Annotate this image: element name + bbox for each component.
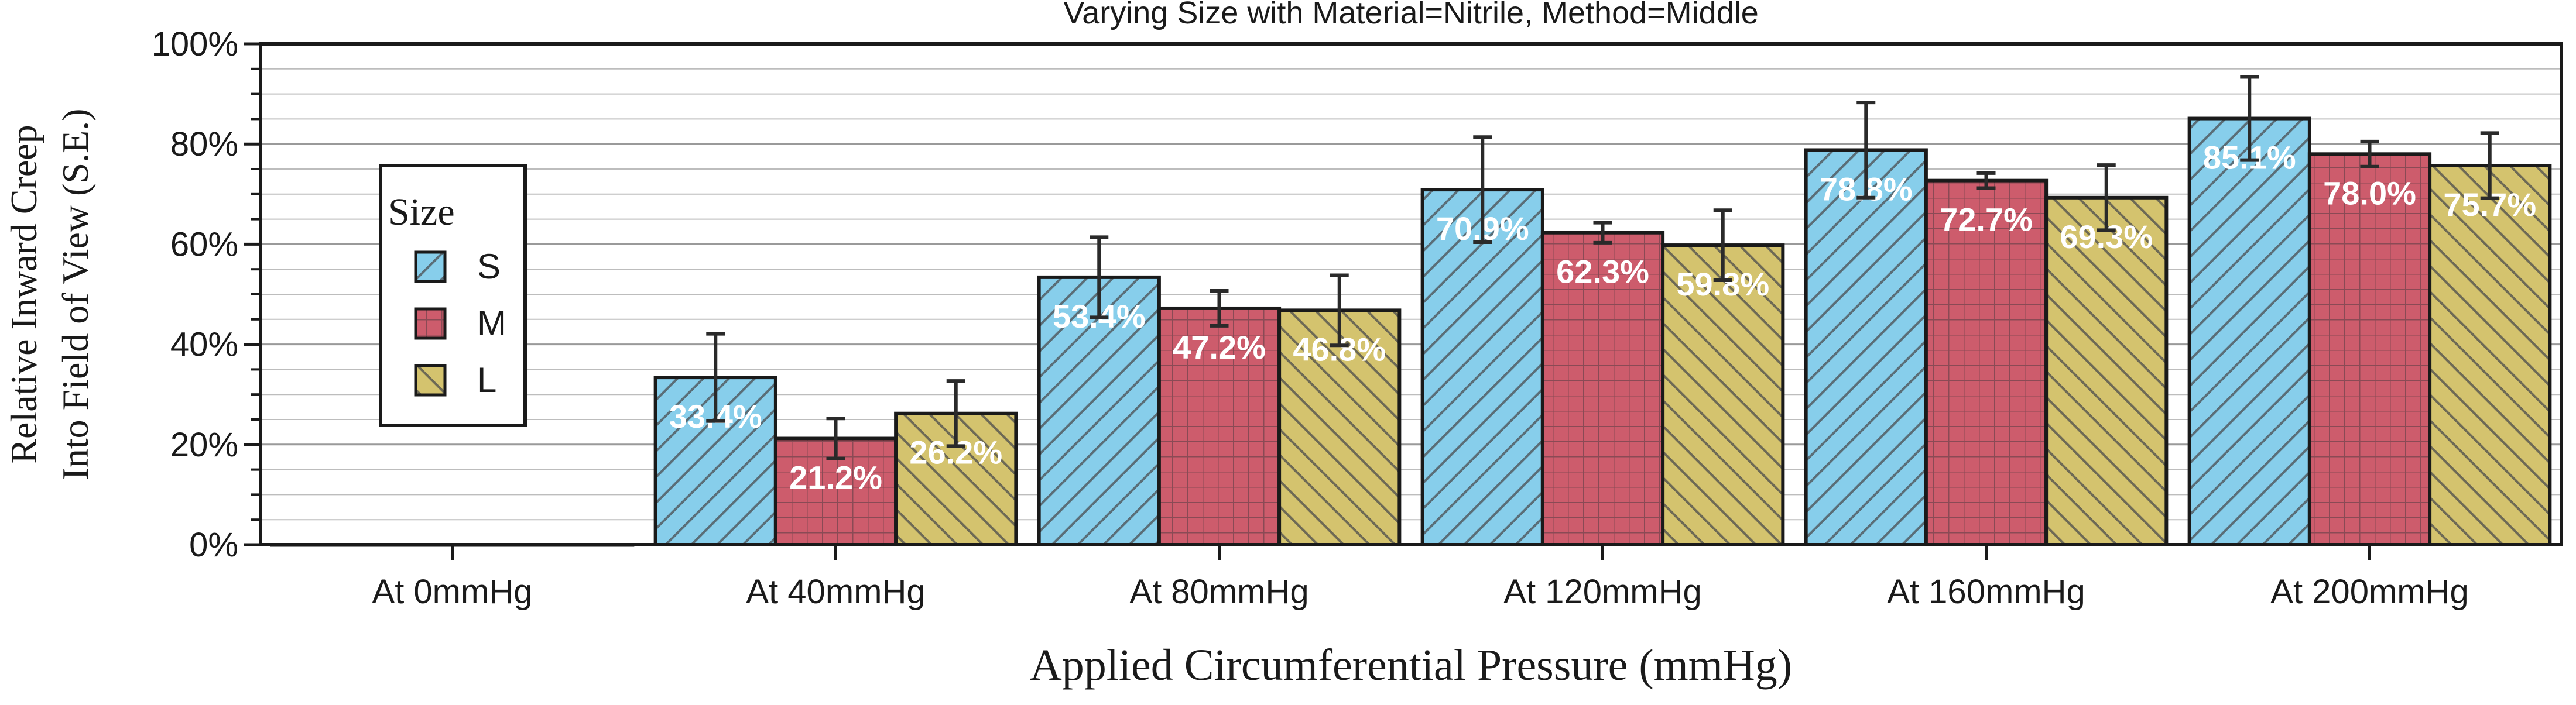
y-tick-label: 100% (152, 25, 238, 63)
bar-m-2 (1157, 306, 1282, 547)
bar-s-4 (1804, 148, 1928, 546)
y-tick-label: 20% (170, 426, 238, 464)
x-tick-label: At 0mmHg (372, 573, 533, 611)
legend-entry-s: S (414, 247, 501, 286)
bar-label: 62.3% (1556, 253, 1649, 290)
bar-label: 47.2% (1173, 329, 1266, 366)
legend-entry-m: M (414, 304, 506, 343)
y-tick-label: 80% (170, 125, 238, 163)
legend-label-l: L (477, 360, 496, 400)
error-bars-layer (706, 75, 2499, 460)
x-tick-label: At 80mmHg (1129, 573, 1308, 611)
bar-label: 78.0% (2323, 174, 2416, 211)
y-tick-label: 60% (170, 225, 238, 263)
x-tick-label: At 40mmHg (746, 573, 925, 611)
chart-title: Varying Size with Material=Nitrile, Meth… (1063, 0, 1759, 30)
bar-s-5 (2187, 116, 2311, 546)
legend-label-m: M (477, 304, 506, 343)
x-tick-label: At 160mmHg (1887, 573, 2085, 611)
x-axis: At 0mmHg At 40mmHg At 80mmHg At 120mmHg At 1… (372, 545, 2469, 611)
y-axis-title-line-2: Into Field of View (S.E.) (54, 109, 96, 480)
legend-swatch-s (414, 250, 447, 283)
x-tick-label: At 120mmHg (1503, 573, 1701, 611)
legend-box (379, 164, 527, 427)
x-axis-title: Applied Circumferential Pressure (mmHg) (1030, 641, 1792, 690)
legend-title: Size (388, 191, 455, 233)
bar-l-5 (2428, 164, 2552, 546)
bar-l-3 (1661, 243, 1785, 546)
y-axis-title-line-1: Relative Inward Creep (3, 125, 44, 463)
legend-entry-l: L (414, 360, 496, 400)
legend-swatch-m (414, 307, 447, 340)
y-tick-label: 40% (170, 326, 238, 364)
legend-swatch-l (414, 364, 447, 397)
bar-l-2 (1277, 308, 1402, 547)
y-axis: 0% 20% 40% 60% 80% 100% (152, 25, 261, 564)
legend: Size S M L (379, 164, 527, 427)
bar-label: 72.7% (1940, 201, 2033, 238)
x-tick-label: At 200mmHg (2270, 573, 2468, 611)
bars-layer (270, 116, 2552, 547)
grid-layer (261, 68, 2561, 521)
bar-m-5 (2307, 152, 2432, 546)
y-tick-label: 0% (189, 526, 238, 564)
bar-label: 21.2% (789, 459, 882, 496)
legend-label-s: S (477, 247, 501, 286)
